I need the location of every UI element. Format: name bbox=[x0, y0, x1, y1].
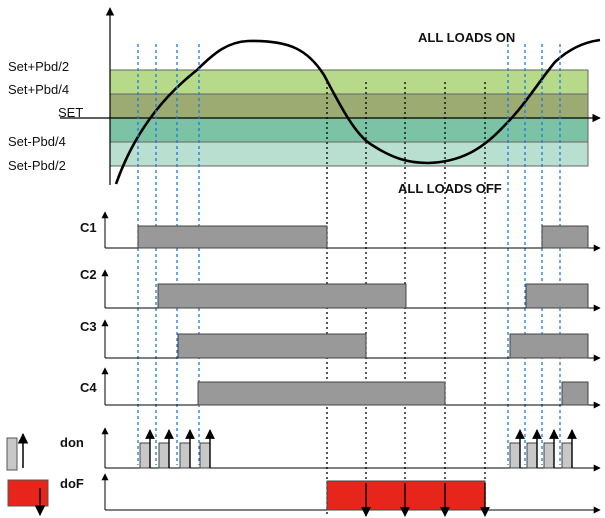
c4-on-bar-1 bbox=[197, 381, 446, 406]
all-loads-on-label: ALL LOADS ON bbox=[418, 30, 515, 45]
c3-on-bar-1 bbox=[177, 333, 367, 359]
all-loads-off-label: ALL LOADS OFF bbox=[398, 181, 502, 196]
temperature-curve bbox=[114, 38, 601, 185]
band-label-set-plus-quarter: Set+Pbd/4 bbox=[8, 82, 69, 97]
don-pulse-3 bbox=[179, 442, 191, 469]
band-label-set-minus-half: Set-Pbd/2 bbox=[8, 158, 66, 173]
c1-on-bar-1 bbox=[137, 225, 328, 249]
band-label-set: SET bbox=[58, 105, 83, 120]
row-label-dof: doF bbox=[60, 476, 84, 491]
don-pulse-6 bbox=[526, 442, 538, 469]
c2-on-bar-2 bbox=[525, 283, 589, 309]
row-label-c4: C4 bbox=[80, 380, 97, 395]
band-label-set-minus-quarter: Set-Pbd/4 bbox=[8, 134, 66, 149]
row-label-don: don bbox=[60, 435, 84, 450]
c2-on-bar-1 bbox=[157, 283, 407, 309]
row-label-c2: C2 bbox=[80, 267, 97, 282]
c4-on-bar-2 bbox=[561, 381, 589, 406]
don-legend-icon bbox=[6, 432, 29, 471]
c3-on-bar-2 bbox=[509, 333, 589, 359]
dof-active-bar bbox=[326, 480, 486, 511]
don-pulse-2 bbox=[158, 442, 170, 469]
don-pulse-5 bbox=[509, 442, 521, 469]
band-label-set-plus-half: Set+Pbd/2 bbox=[8, 59, 69, 74]
don-pulse-4 bbox=[199, 442, 211, 469]
row-label-c1: C1 bbox=[80, 220, 97, 235]
row-label-c3: C3 bbox=[80, 319, 97, 334]
don-pulse-7 bbox=[543, 442, 555, 469]
output-rows bbox=[101, 211, 601, 517]
band-set-minus-half bbox=[109, 141, 589, 167]
don-pulse-1 bbox=[139, 442, 151, 469]
dof-legend-icon bbox=[7, 479, 49, 517]
c1-on-bar-2 bbox=[541, 225, 589, 249]
don-pulse-8 bbox=[561, 442, 573, 469]
